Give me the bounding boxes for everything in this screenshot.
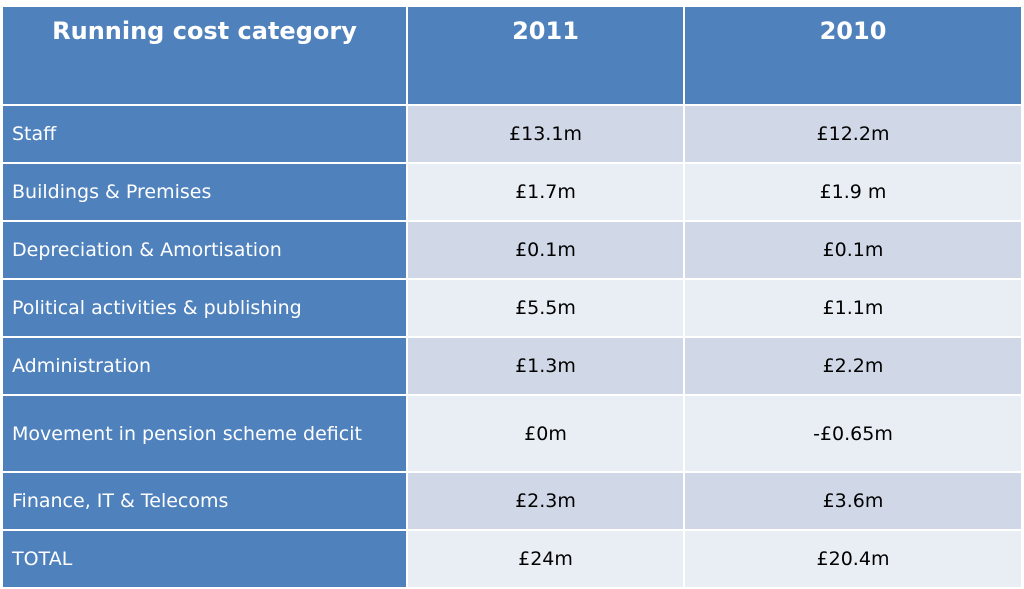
table-row: Staff £13.1m £12.2m: [3, 106, 1021, 162]
header-2011: 2011: [408, 7, 683, 104]
table-row: Movement in pension scheme deficit £0m -…: [3, 396, 1021, 471]
table-row: TOTAL £24m £20.4m: [3, 531, 1021, 587]
table-row: Administration £1.3m £2.2m: [3, 338, 1021, 394]
row-value-2010: £0.1m: [685, 222, 1021, 278]
row-value-2010: £1.1m: [685, 280, 1021, 336]
row-category: Political activities & publishing: [3, 280, 406, 336]
row-value-2011: £0.1m: [408, 222, 683, 278]
row-value-2010: £12.2m: [685, 106, 1021, 162]
table-row: Depreciation & Amortisation £0.1m £0.1m: [3, 222, 1021, 278]
row-category: TOTAL: [3, 531, 406, 587]
row-category: Movement in pension scheme deficit: [3, 396, 406, 471]
row-category: Finance, IT & Telecoms: [3, 473, 406, 529]
row-value-2010: -£0.65m: [685, 396, 1021, 471]
header-row: Running cost category 2011 2010: [3, 7, 1021, 104]
row-value-2010: £2.2m: [685, 338, 1021, 394]
row-category: Depreciation & Amortisation: [3, 222, 406, 278]
table-row: Buildings & Premises £1.7m £1.9 m: [3, 164, 1021, 220]
row-value-2011: £2.3m: [408, 473, 683, 529]
header-2010: 2010: [685, 7, 1021, 104]
row-category: Administration: [3, 338, 406, 394]
running-cost-table: Running cost category 2011 2010 Staff £1…: [1, 5, 1023, 589]
row-value-2011: £5.5m: [408, 280, 683, 336]
header-category: Running cost category: [3, 7, 406, 104]
row-value-2010: £1.9 m: [685, 164, 1021, 220]
row-value-2011: £1.7m: [408, 164, 683, 220]
table-row: Political activities & publishing £5.5m …: [3, 280, 1021, 336]
row-value-2011: £24m: [408, 531, 683, 587]
row-category: Staff: [3, 106, 406, 162]
row-value-2011: £1.3m: [408, 338, 683, 394]
row-value-2010: £3.6m: [685, 473, 1021, 529]
row-category: Buildings & Premises: [3, 164, 406, 220]
row-value-2010: £20.4m: [685, 531, 1021, 587]
row-value-2011: £0m: [408, 396, 683, 471]
row-value-2011: £13.1m: [408, 106, 683, 162]
table-row: Finance, IT & Telecoms £2.3m £3.6m: [3, 473, 1021, 529]
